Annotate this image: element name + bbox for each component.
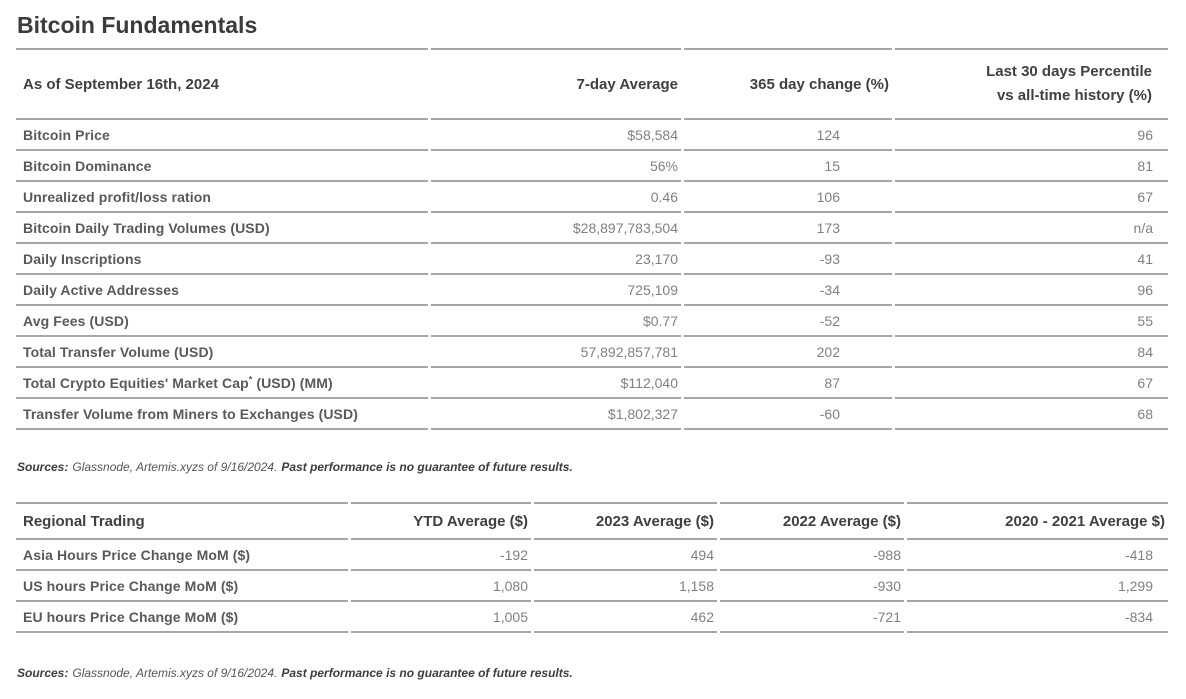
- table-row: EU hours Price Change MoM ($) 1,005 462 …: [16, 602, 1168, 633]
- metric-label: Unrealized profit/loss ration: [16, 182, 428, 213]
- col-header-2022-average: 2022 Average ($): [720, 502, 904, 540]
- table-row: Daily Inscriptions 23,170 -93 41: [16, 244, 1168, 275]
- regional-header-row: Regional Trading YTD Average ($) 2023 Av…: [16, 502, 1168, 540]
- col-header-365day-change: 365 day change (%): [684, 48, 892, 120]
- value-percentile: 67: [895, 368, 1168, 399]
- value-percentile: n/a: [895, 213, 1168, 244]
- value-ytd-average: -192: [351, 540, 531, 571]
- value-365day-change: -60: [684, 399, 892, 430]
- metric-label: Bitcoin Price: [16, 120, 428, 151]
- region-label: Asia Hours Price Change MoM ($): [16, 540, 348, 571]
- sources-citation: Glassnode, Artemis.xyzs of 9/16/2024.: [72, 666, 278, 680]
- value-2020-2021-average: 1,299: [907, 571, 1168, 602]
- table-row: Asia Hours Price Change MoM ($) -192 494…: [16, 540, 1168, 571]
- value-7day-average: $58,584: [431, 120, 681, 151]
- value-2020-2021-average: -418: [907, 540, 1168, 571]
- value-365day-change: 124: [684, 120, 892, 151]
- page-title: Bitcoin Fundamentals: [17, 12, 258, 38]
- metric-label: Daily Inscriptions: [16, 244, 428, 275]
- value-2023-average: 1,158: [534, 571, 717, 602]
- footnote-asterisk: *: [248, 373, 253, 384]
- sources-label: Sources:: [17, 666, 69, 680]
- metric-label: Transfer Volume from Miners to Exchanges…: [16, 399, 428, 430]
- value-2022-average: -988: [720, 540, 904, 571]
- value-2023-average: 494: [534, 540, 717, 571]
- value-365day-change: -52: [684, 306, 892, 337]
- value-365day-change: 173: [684, 213, 892, 244]
- col-header-percentile-line1: Last 30 days Percentile: [986, 63, 1152, 80]
- table-row: Daily Active Addresses 725,109 -34 96: [16, 275, 1168, 306]
- table-row: Total Crypto Equities' Market Cap* (USD)…: [16, 368, 1168, 399]
- col-header-2023-average: 2023 Average ($): [534, 502, 717, 540]
- fundamentals-table: As of September 16th, 2024 7-day Average…: [13, 48, 1171, 430]
- table-row: Avg Fees (USD) $0.77 -52 55: [16, 306, 1168, 337]
- fundamentals-header-row: As of September 16th, 2024 7-day Average…: [16, 48, 1168, 120]
- value-ytd-average: 1,005: [351, 602, 531, 633]
- value-7day-average: 57,892,857,781: [431, 337, 681, 368]
- value-365day-change: 202: [684, 337, 892, 368]
- region-label: EU hours Price Change MoM ($): [16, 602, 348, 633]
- value-365day-change: 106: [684, 182, 892, 213]
- sources-disclaimer: Past performance is no guarantee of futu…: [281, 460, 573, 474]
- value-365day-change: 87: [684, 368, 892, 399]
- metric-label: Bitcoin Dominance: [16, 151, 428, 182]
- value-2022-average: -930: [720, 571, 904, 602]
- value-365day-change: -34: [684, 275, 892, 306]
- value-percentile: 41: [895, 244, 1168, 275]
- value-365day-change: -93: [684, 244, 892, 275]
- col-header-7day-average: 7-day Average: [431, 48, 681, 120]
- metric-label: Total Transfer Volume (USD): [16, 337, 428, 368]
- value-ytd-average: 1,080: [351, 571, 531, 602]
- table-row: Bitcoin Price $58,584 124 96: [16, 120, 1168, 151]
- metric-label: Daily Active Addresses: [16, 275, 428, 306]
- table-row: Transfer Volume from Miners to Exchanges…: [16, 399, 1168, 430]
- sources-disclaimer: Past performance is no guarantee of futu…: [281, 666, 573, 680]
- value-7day-average: $28,897,783,504: [431, 213, 681, 244]
- col-header-regional-trading: Regional Trading: [16, 502, 348, 540]
- metric-label-text: Total Crypto Equities' Market Cap: [23, 374, 249, 391]
- sources-note: Sources: Glassnode, Artemis.xyzs of 9/16/…: [17, 666, 1171, 680]
- col-header-2020-2021-average: 2020 - 2021 Average $): [907, 502, 1168, 540]
- table-row: US hours Price Change MoM ($) 1,080 1,15…: [16, 571, 1168, 602]
- col-header-percentile-line2: vs all-time history (%): [996, 87, 1152, 104]
- region-label: US hours Price Change MoM ($): [16, 571, 348, 602]
- value-percentile: 55: [895, 306, 1168, 337]
- value-7day-average: $0.77: [431, 306, 681, 337]
- value-2023-average: 462: [534, 602, 717, 633]
- col-header-ytd-average: YTD Average ($): [351, 502, 531, 540]
- value-percentile: 84: [895, 337, 1168, 368]
- table-row: Total Transfer Volume (USD) 57,892,857,7…: [16, 337, 1168, 368]
- regional-trading-table: Regional Trading YTD Average ($) 2023 Av…: [13, 502, 1171, 633]
- sources-citation: Glassnode, Artemis.xyzs of 9/16/2024.: [72, 460, 278, 474]
- metric-label-suffix: (USD) (MM): [252, 374, 333, 391]
- value-percentile: 96: [895, 275, 1168, 306]
- metric-label: Total Crypto Equities' Market Cap* (USD)…: [16, 368, 428, 399]
- table-row: Bitcoin Daily Trading Volumes (USD) $28,…: [16, 213, 1168, 244]
- value-7day-average: 23,170: [431, 244, 681, 275]
- value-365day-change: 15: [684, 151, 892, 182]
- col-header-percentile: Last 30 days Percentile vs all-time hist…: [895, 48, 1168, 120]
- table-row: Bitcoin Dominance 56% 15 81: [16, 151, 1168, 182]
- value-2020-2021-average: -834: [907, 602, 1168, 633]
- value-percentile: 81: [895, 151, 1168, 182]
- value-7day-average: 56%: [431, 151, 681, 182]
- value-7day-average: 0.46: [431, 182, 681, 213]
- metric-label: Avg Fees (USD): [16, 306, 428, 337]
- value-2022-average: -721: [720, 602, 904, 633]
- value-percentile: 67: [895, 182, 1168, 213]
- value-7day-average: 725,109: [431, 275, 681, 306]
- sources-note: Sources: Glassnode, Artemis.xyzs of 9/16/…: [17, 460, 1171, 474]
- value-7day-average: $1,802,327: [431, 399, 681, 430]
- report-page: Bitcoin Fundamentals As of September 16t…: [13, 12, 1171, 680]
- metric-label: Bitcoin Daily Trading Volumes (USD): [16, 213, 428, 244]
- table-row: Unrealized profit/loss ration 0.46 106 6…: [16, 182, 1168, 213]
- value-7day-average: $112,040: [431, 368, 681, 399]
- col-header-as-of: As of September 16th, 2024: [16, 48, 428, 120]
- value-percentile: 96: [895, 120, 1168, 151]
- value-percentile: 68: [895, 399, 1168, 430]
- sources-label: Sources:: [17, 460, 69, 474]
